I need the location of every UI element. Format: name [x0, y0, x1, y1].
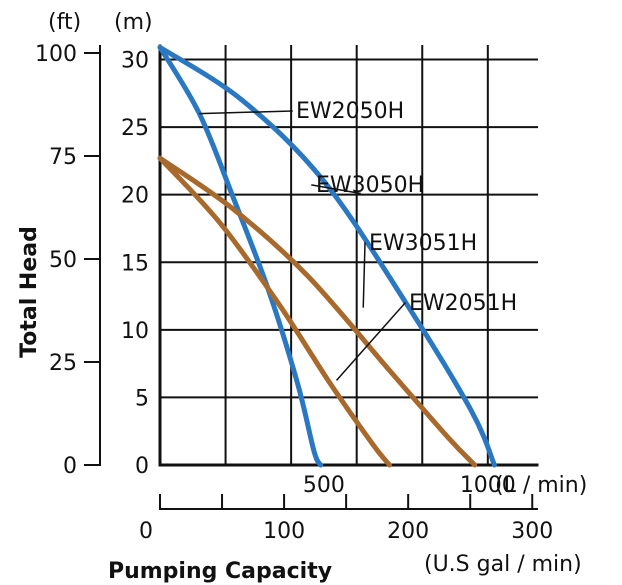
m-tick-label: 0	[135, 454, 149, 479]
gpm-tick-label: 200	[387, 519, 429, 544]
ft-tick-label: 100	[35, 42, 77, 67]
gpm-tick-label: 0	[139, 519, 153, 544]
ft-unit-label: (ft)	[48, 10, 81, 35]
curve-label-leaders	[199, 110, 407, 381]
series-label-ew2051h: EW2051H	[409, 291, 517, 316]
ft-tick-label: 75	[49, 145, 77, 170]
m-tick-label: 30	[121, 49, 149, 74]
x-axis-title: Pumping Capacity	[108, 559, 332, 584]
leader-line-ew3050h	[311, 184, 361, 195]
curve-ew2051h	[157, 155, 392, 468]
m-tick-label: 25	[121, 116, 149, 141]
ft-tick-label: 25	[49, 351, 77, 376]
series-label-ew3051h: EW3051H	[369, 231, 477, 256]
ft-tick-label: 50	[49, 248, 77, 273]
y-axis-title: Total Head	[17, 226, 42, 358]
series-label-ew3050h: EW3050H	[316, 173, 424, 198]
m-tick-label: 15	[121, 251, 149, 276]
pump-curves	[157, 44, 497, 468]
m-unit-label: (m)	[114, 10, 153, 35]
lpm-tick-label: 500	[303, 473, 345, 498]
leader-line-ew2051h	[335, 301, 407, 381]
lpm-unit-label: (L / min)	[495, 473, 587, 498]
gpm-tick-label: 100	[263, 519, 305, 544]
gpm-unit-label: (U.S gal / min)	[424, 552, 582, 577]
chart-grid	[158, 44, 538, 467]
ft-tick-label: 0	[63, 454, 77, 479]
lpm-tick-label: 1000	[460, 473, 516, 498]
curve-ew3050h	[157, 44, 497, 468]
series-label-ew2050h: EW2050H	[296, 99, 404, 124]
leader-line-ew2050h	[199, 110, 293, 115]
m-tick-label: 20	[121, 184, 149, 209]
m-tick-label: 5	[135, 386, 149, 411]
curve-ew3051h	[157, 155, 478, 468]
leader-line-ew3051h	[362, 242, 366, 308]
m-tick-label: 10	[121, 319, 149, 344]
gpm-tick-label: 300	[511, 519, 553, 544]
